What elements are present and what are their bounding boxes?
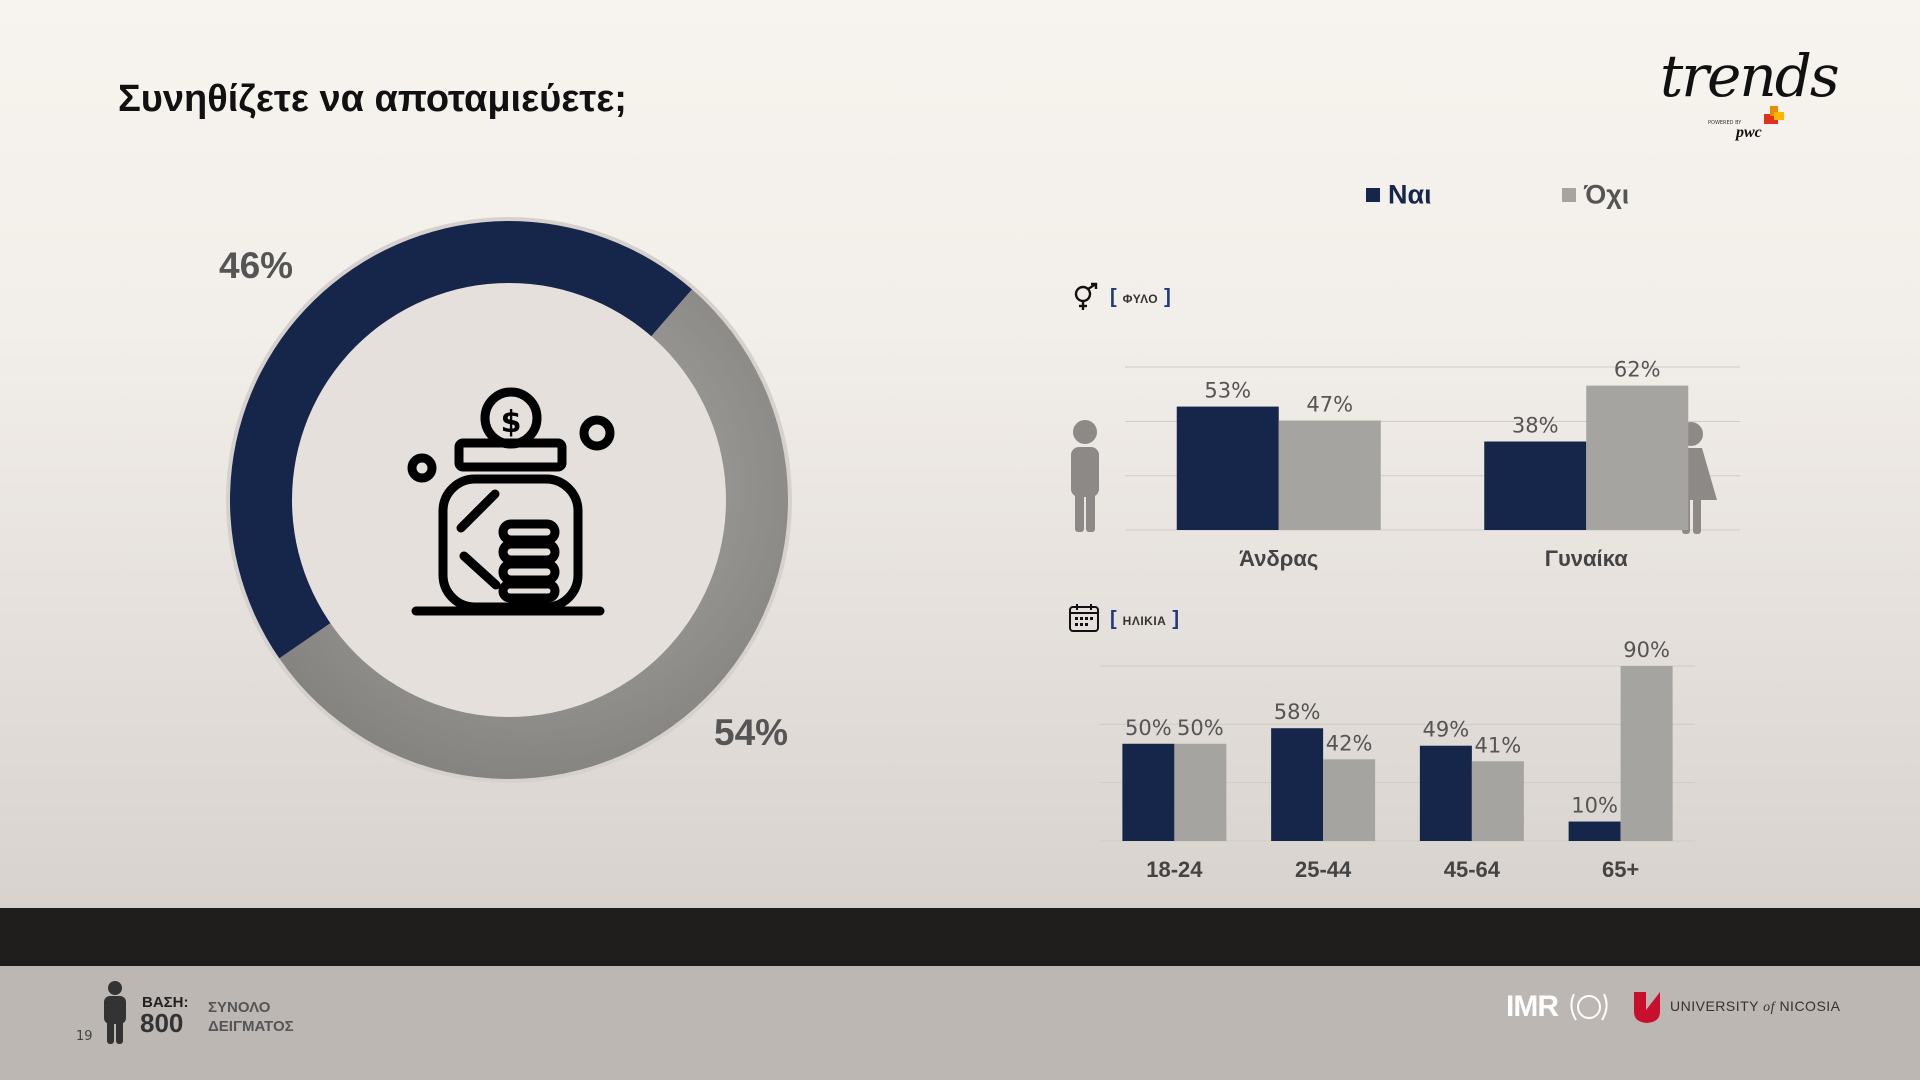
category-label: 18-24 bbox=[1146, 857, 1203, 882]
legend-yes-swatch bbox=[1366, 187, 1380, 202]
gender-bar-chart: 53% 47% Άνδρας 38% 62% Γυναίκα bbox=[1071, 358, 1740, 571]
category-label: 25-44 bbox=[1295, 857, 1352, 882]
anniversary-wreath-icon bbox=[1570, 993, 1608, 1021]
data-label: 38% bbox=[1512, 414, 1559, 438]
university-word: UNIVERSITY bbox=[1670, 998, 1759, 1014]
legend-no: Όχι bbox=[1562, 178, 1629, 210]
gender-section-tag: [ ΦΥΛΟ] bbox=[1110, 286, 1171, 309]
page-number: 19 bbox=[76, 1029, 93, 1044]
sample-description: ΣΥΝΟΛΟ ΔΕΙΓΜΑΤΟΣ bbox=[208, 998, 294, 1036]
donut-label-no: 54% bbox=[714, 712, 789, 753]
category-label: Άνδρας bbox=[1239, 546, 1318, 571]
data-label: 49% bbox=[1423, 718, 1470, 742]
pwc-wordmark: pwc bbox=[1736, 124, 1762, 141]
dollar-sign-icon: $ bbox=[501, 405, 522, 440]
bracket-close: ] bbox=[1164, 286, 1171, 308]
bar-no-1 bbox=[1323, 759, 1376, 841]
data-label: 41% bbox=[1475, 733, 1522, 757]
donut-center bbox=[292, 283, 726, 717]
university-of: of bbox=[1763, 1000, 1776, 1015]
bar-no-3 bbox=[1620, 666, 1673, 841]
gender-section-label: ΦΥΛΟ bbox=[1122, 292, 1159, 306]
data-label: 50% bbox=[1177, 716, 1224, 740]
sample-line-1: ΣΥΝΟΛΟ bbox=[208, 999, 271, 1016]
age-bar-chart: 50% 50% 18-24 58%42% 25-44 49%41% 45-64 10% 90% 6… bbox=[1100, 640, 1695, 882]
university-name: NICOSIA bbox=[1779, 998, 1841, 1014]
category-label: 65+ bbox=[1602, 857, 1639, 882]
page-title: Συνηθίζετε να αποταμιεύετε; bbox=[118, 78, 627, 120]
bar-no-1 bbox=[1586, 385, 1689, 530]
trends-logo: trends POWERED BY pwc bbox=[1660, 42, 1840, 142]
bar-yes-2 bbox=[1419, 745, 1472, 841]
data-label: 50% bbox=[1125, 716, 1172, 740]
data-label: 53% bbox=[1204, 379, 1251, 403]
data-label: 62% bbox=[1614, 358, 1661, 382]
data-label: 47% bbox=[1306, 393, 1353, 417]
bar-yes-0 bbox=[1122, 743, 1175, 841]
data-label: 10% bbox=[1571, 794, 1618, 818]
bracket-open: [ bbox=[1110, 286, 1117, 308]
gender-icon bbox=[1074, 282, 1098, 310]
university-logo-text: UNIVERSITY of NICOSIA bbox=[1670, 998, 1841, 1016]
data-label: 90% bbox=[1623, 640, 1670, 662]
legend-yes: Ναι bbox=[1366, 178, 1432, 210]
age-section-label: ΗΛΙΚΙΑ bbox=[1122, 614, 1167, 628]
male-figure-icon bbox=[1071, 420, 1099, 532]
sample-line-2: ΔΕΙΓΜΑΤΟΣ bbox=[208, 1018, 294, 1035]
age-section-tag: [ ΗΛΙΚΙΑ] bbox=[1110, 608, 1179, 631]
category-label: Γυναίκα bbox=[1545, 546, 1628, 571]
bar-yes-3 bbox=[1568, 821, 1621, 841]
base-value: 800 bbox=[140, 1008, 184, 1038]
data-label: 58% bbox=[1274, 700, 1321, 724]
category-label: 45-64 bbox=[1444, 857, 1501, 882]
savings-jar-icon bbox=[407, 387, 615, 616]
bracket-open: [ bbox=[1110, 608, 1117, 630]
person-icon bbox=[104, 981, 126, 1044]
bar-yes-1 bbox=[1271, 728, 1324, 841]
donut-chart: $ bbox=[226, 217, 792, 783]
calendar-icon bbox=[1069, 604, 1099, 632]
powered-by-text: POWERED BY bbox=[1708, 120, 1742, 126]
pwc-mark-icon bbox=[1764, 106, 1784, 124]
bar-no-2 bbox=[1471, 761, 1524, 841]
legend-yes-label: Ναι bbox=[1388, 179, 1432, 210]
bar-no-0 bbox=[1278, 420, 1381, 530]
bracket-close: ] bbox=[1172, 608, 1180, 630]
imr-logo: IMR bbox=[1506, 990, 1559, 1023]
footer-area bbox=[0, 966, 1920, 1080]
legend-no-label: Όχι bbox=[1584, 179, 1630, 210]
donut-label-yes: 46% bbox=[219, 245, 294, 286]
legend-no-swatch bbox=[1562, 187, 1576, 202]
bar-yes-0 bbox=[1176, 406, 1279, 530]
trends-wordmark: trends bbox=[1660, 42, 1840, 110]
footer-band bbox=[0, 908, 1920, 966]
data-label: 42% bbox=[1326, 731, 1373, 755]
bar-no-0 bbox=[1174, 743, 1227, 841]
university-shield-icon bbox=[1634, 992, 1660, 1023]
bar-yes-1 bbox=[1484, 441, 1587, 530]
base-label: ΒΑΣΗ: bbox=[142, 994, 189, 1011]
